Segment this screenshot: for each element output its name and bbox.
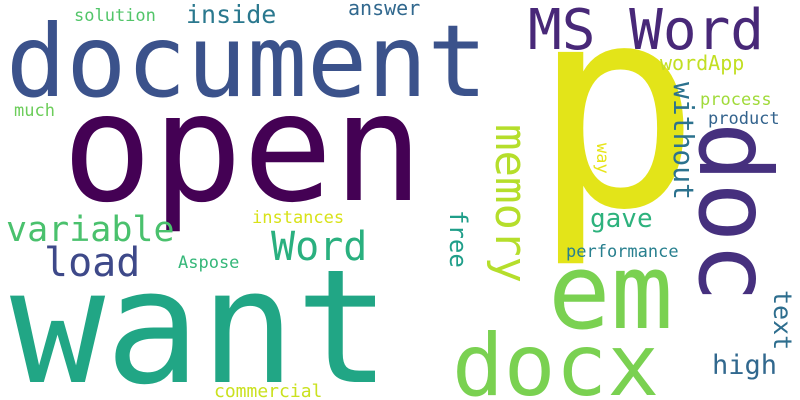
word-text: text bbox=[768, 290, 797, 350]
word-wordapp: wordApp bbox=[660, 51, 744, 75]
word-variable: variable bbox=[6, 210, 175, 250]
word-open: open bbox=[62, 62, 423, 236]
word-memory: memory bbox=[485, 124, 536, 283]
word-word: Word bbox=[271, 224, 367, 270]
word-gave: gave bbox=[590, 204, 653, 234]
word-document: document bbox=[6, 3, 488, 120]
word-commercial: commercial bbox=[214, 381, 322, 400]
word-load: load bbox=[44, 240, 140, 286]
word-solution: solution bbox=[74, 6, 156, 26]
word-ms-word: MS Word bbox=[528, 0, 764, 63]
word-em: em bbox=[548, 231, 673, 353]
word-instances: instances bbox=[252, 208, 344, 228]
word-high: high bbox=[712, 350, 777, 381]
word-docx: docx bbox=[452, 316, 659, 400]
word-want: want bbox=[10, 236, 391, 400]
word-performance: performance bbox=[566, 242, 679, 262]
word-process: process bbox=[700, 90, 772, 110]
word-answer: answer bbox=[348, 0, 420, 20]
word-without: without bbox=[667, 82, 700, 200]
word-much: much bbox=[14, 101, 55, 121]
word-product: product bbox=[708, 109, 780, 129]
word-way: way bbox=[592, 143, 612, 174]
word-inside: inside bbox=[186, 0, 276, 29]
word-doc: doc bbox=[676, 122, 793, 303]
word-p: p bbox=[532, 0, 701, 272]
word-free: free bbox=[444, 210, 472, 268]
word-aspose: Aspose bbox=[178, 253, 239, 273]
